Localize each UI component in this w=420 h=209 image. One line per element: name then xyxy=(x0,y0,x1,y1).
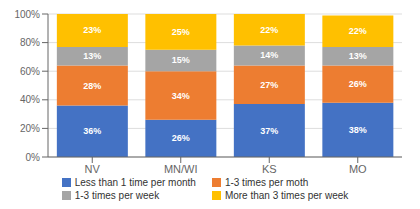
html-text:Less than 1 time per month: Less than 1 time per month xyxy=(74,177,196,188)
svg-text:40%: 40% xyxy=(20,94,40,105)
svg-text:NV: NV xyxy=(85,163,101,175)
svg-text:13%: 13% xyxy=(83,51,101,61)
svg-text:23%: 23% xyxy=(83,25,101,35)
svg-text:60%: 60% xyxy=(20,66,40,77)
svg-text:13%: 13% xyxy=(349,51,367,61)
html-text:1-3 times per week: 1-3 times per week xyxy=(74,190,160,201)
svg-text:MO: MO xyxy=(349,163,367,175)
svg-text:27%: 27% xyxy=(260,80,278,90)
svg-text:100%: 100% xyxy=(14,9,40,20)
svg-text:34%: 34% xyxy=(172,91,190,101)
svg-text:26%: 26% xyxy=(172,133,190,143)
svg-text:38%: 38% xyxy=(349,125,367,135)
svg-text:KS: KS xyxy=(262,163,277,175)
svg-text:20%: 20% xyxy=(20,123,40,134)
svg-text:25%: 25% xyxy=(172,27,190,37)
svg-text:22%: 22% xyxy=(349,26,367,36)
svg-text:14%: 14% xyxy=(260,50,278,60)
svg-text:36%: 36% xyxy=(83,126,101,136)
html-text:1-3 times per moth: 1-3 times per moth xyxy=(224,177,309,188)
svg-text:28%: 28% xyxy=(83,81,101,91)
svg-text:MN/WI: MN/WI xyxy=(164,163,198,175)
svg-text:15%: 15% xyxy=(172,55,190,65)
svg-text:26%: 26% xyxy=(349,79,367,89)
svg-text:0%: 0% xyxy=(26,152,41,163)
html-text:More than 3 times per week: More than 3 times per week xyxy=(224,190,349,201)
svg-text:22%: 22% xyxy=(260,25,278,35)
svg-text:80%: 80% xyxy=(20,37,40,48)
svg-text:37%: 37% xyxy=(260,126,278,136)
